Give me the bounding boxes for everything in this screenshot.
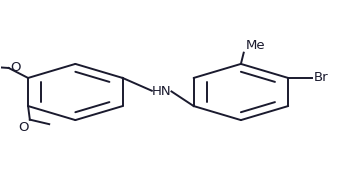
Text: O: O <box>18 121 29 135</box>
Text: O: O <box>10 61 21 74</box>
Text: Br: Br <box>313 71 328 84</box>
Text: HN: HN <box>152 85 171 98</box>
Text: Me: Me <box>245 39 265 52</box>
